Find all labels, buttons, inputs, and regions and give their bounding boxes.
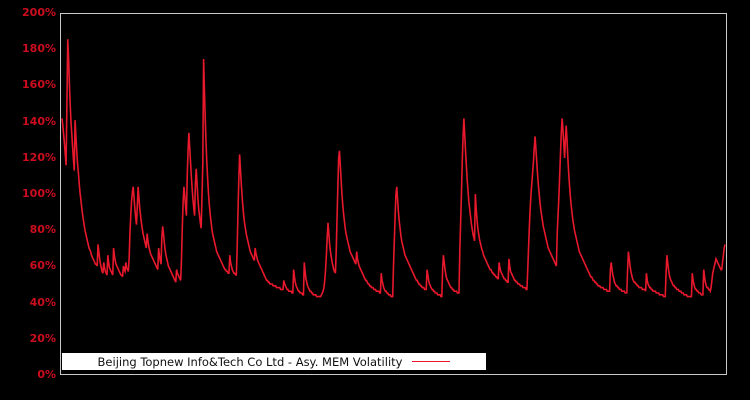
y-axis-tick-label: 100% [22,187,56,200]
y-axis-tick-label: 140% [22,114,56,128]
y-axis-tick-label: 180% [22,42,56,56]
legend-label: Beijing Topnew Info&Tech Co Ltd - Asy. M… [97,354,403,369]
y-axis-tick-label: 200% [22,6,56,19]
y-axis-tick-label: 120% [22,150,56,164]
y-axis-tick-label: 20% [29,331,56,345]
y-axis-tick-label: 60% [29,259,56,273]
series-polyline [61,39,726,298]
chart-legend: Beijing Topnew Info&Tech Co Ltd - Asy. M… [62,353,486,370]
plot-area [60,13,727,375]
y-axis: 0% 20% 40% 60% 80% 100% 120% 140% 160% 180% 200% [0,0,56,400]
series-line-chart [61,39,726,298]
y-axis-tick-label: 80% [29,223,56,237]
y-axis-tick-label: 0% [37,368,56,381]
y-axis-tick-label: 160% [22,78,56,92]
legend-line-swatch [412,361,451,362]
y-axis-tick-label: 40% [29,295,56,309]
